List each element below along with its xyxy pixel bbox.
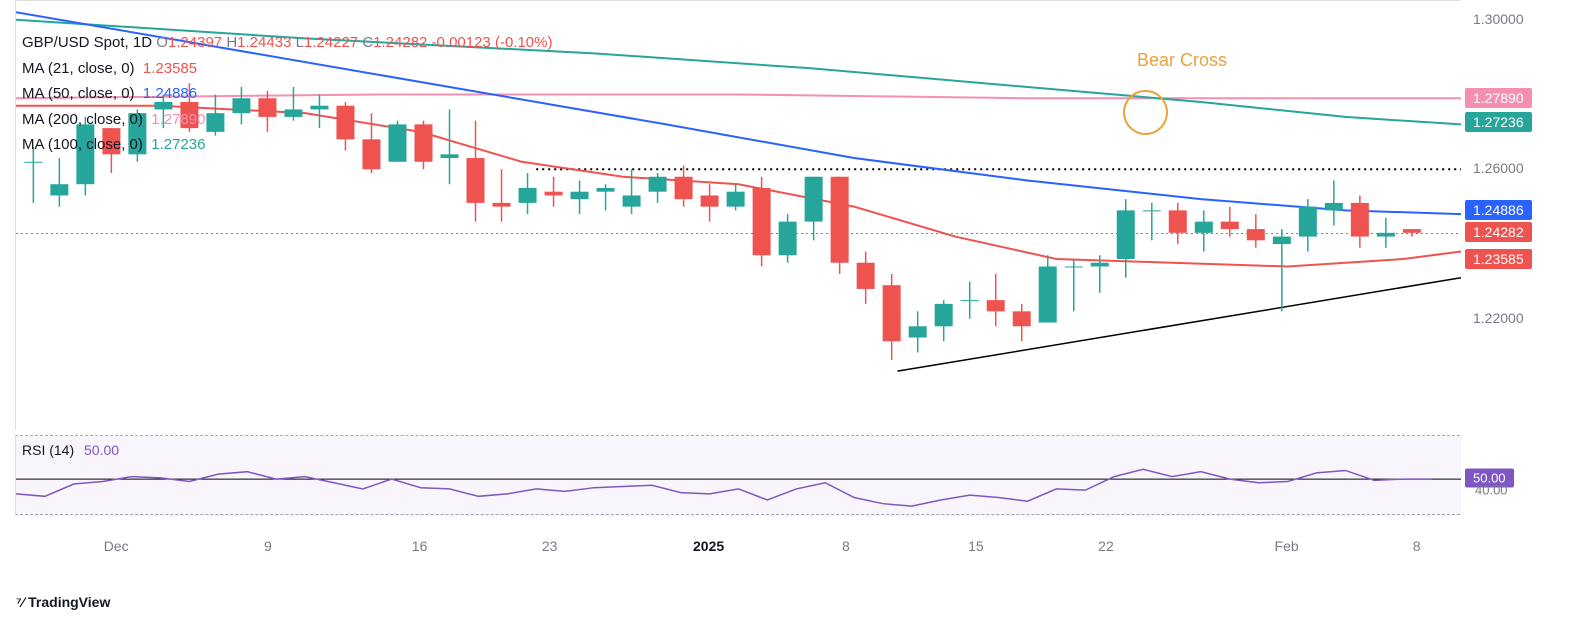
chart-container: GBP/USD Spot, 1D O1.24397 H1.24433 L1.24… bbox=[0, 0, 1591, 622]
x-tick: 2025 bbox=[693, 538, 724, 554]
open-label: O bbox=[156, 34, 168, 51]
y-tick: 1.22000 bbox=[1473, 310, 1524, 326]
time-axis: Dec91623202581522Feb8 bbox=[15, 520, 1460, 550]
price-tag: 1.24886 bbox=[1465, 200, 1532, 220]
bear-cross-annotation: Bear Cross bbox=[1137, 50, 1227, 71]
low-label: L bbox=[296, 34, 304, 51]
info-overlay: GBP/USD Spot, 1D O1.24397 H1.24433 L1.24… bbox=[22, 30, 552, 158]
symbol: GBP/USD Spot, 1D bbox=[22, 34, 152, 51]
price-tag: 1.27236 bbox=[1465, 112, 1532, 132]
logo-text: TradingView bbox=[28, 594, 110, 610]
price-axis: 1.30000 1.26000 1.22000 1.27890 1.27236 1.248… bbox=[1465, 0, 1575, 430]
y-tick: 1.26000 bbox=[1473, 160, 1524, 176]
change-pct: (-0.10%) bbox=[495, 34, 553, 51]
x-tick: 15 bbox=[968, 538, 984, 554]
x-tick: Feb bbox=[1275, 538, 1299, 554]
rsi-tick: 40.00 bbox=[1475, 483, 1508, 498]
tradingview-icon: ⁷⁄ bbox=[16, 594, 24, 610]
x-tick: 16 bbox=[412, 538, 428, 554]
price-tag: 1.23585 bbox=[1465, 249, 1532, 269]
ma-legend-1: MA (50, close, 0) 1.24886 bbox=[22, 81, 552, 107]
tradingview-logo: ⁷⁄TradingView bbox=[16, 594, 110, 610]
x-tick: 23 bbox=[542, 538, 558, 554]
rsi-label-group: RSI (14) 50.00 bbox=[22, 442, 119, 458]
price-tag: 1.27890 bbox=[1465, 88, 1532, 108]
high-label: H bbox=[226, 34, 237, 51]
rsi-panel[interactable]: RSI (14) 50.00 bbox=[15, 435, 1460, 515]
x-tick: 8 bbox=[1413, 538, 1421, 554]
y-tick: 1.30000 bbox=[1473, 11, 1524, 27]
bear-cross-circle bbox=[1123, 90, 1168, 135]
ohlc-line: GBP/USD Spot, 1D O1.24397 H1.24433 L1.24… bbox=[22, 30, 552, 56]
low-value: 1.24227 bbox=[304, 34, 358, 51]
x-tick: Dec bbox=[104, 538, 129, 554]
high-value: 1.24433 bbox=[237, 34, 291, 51]
x-tick: 22 bbox=[1098, 538, 1114, 554]
ma-legend-0: MA (21, close, 0) 1.23585 bbox=[22, 56, 552, 82]
change: -0.00123 bbox=[432, 34, 491, 51]
rsi-svg bbox=[16, 436, 1461, 516]
x-tick: 8 bbox=[842, 538, 850, 554]
ma-legend-2: MA (200, close, 0) 1.27890 bbox=[22, 107, 552, 133]
x-tick: 9 bbox=[264, 538, 272, 554]
open-value: 1.24397 bbox=[168, 34, 222, 51]
rsi-label: RSI (14) bbox=[22, 442, 74, 458]
rsi-value: 50.00 bbox=[84, 442, 119, 458]
close-label: C bbox=[362, 34, 373, 51]
price-tag: 1.24282 bbox=[1465, 222, 1532, 242]
ma-legend-3: MA (100, close, 0) 1.27236 bbox=[22, 132, 552, 158]
close-value: 1.24282 bbox=[373, 34, 427, 51]
